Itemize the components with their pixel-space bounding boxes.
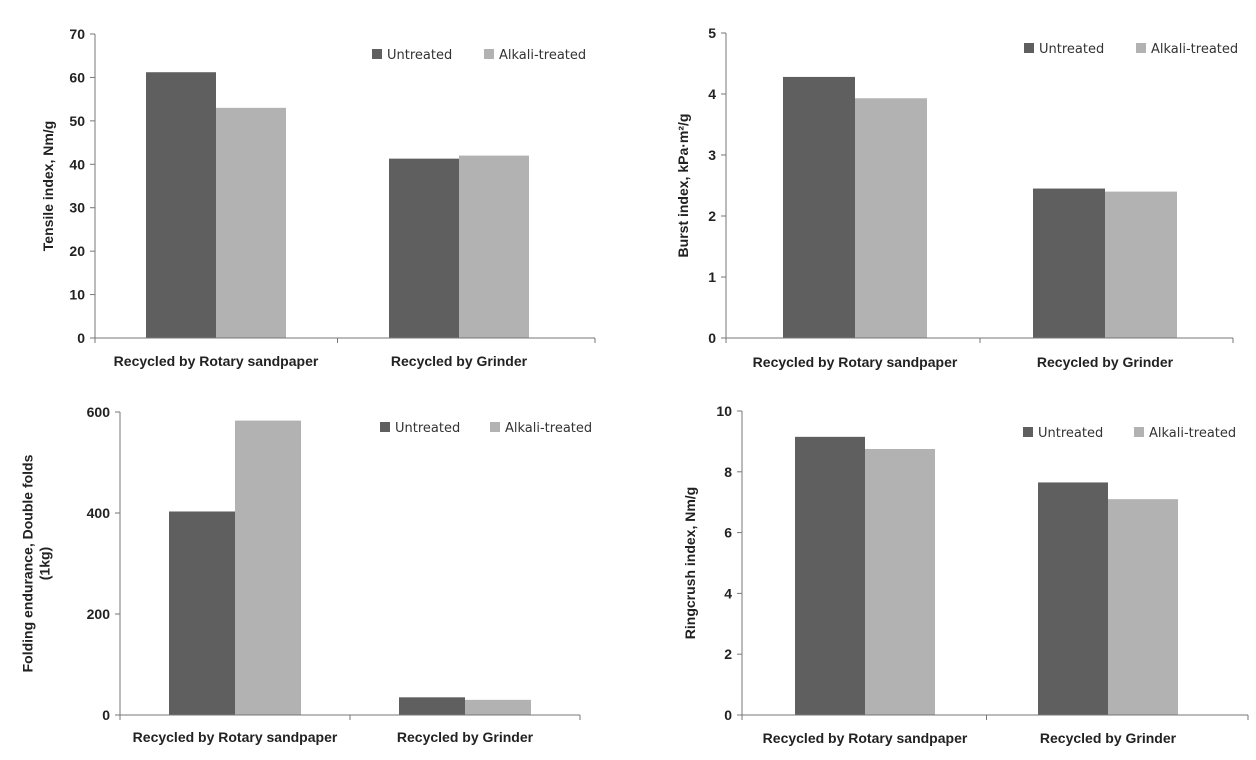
- y-axis-label: Burst index, kPa·m²/g: [675, 114, 691, 258]
- x-category-label: Recycled by Grinder: [391, 353, 528, 369]
- legend-label: Alkali-treated: [1151, 42, 1238, 57]
- folding-chart-svg: 0 200 400 600 Recycled by Rotary sandpaper Re…: [20, 404, 593, 745]
- y-axis-label: Ringcrush index, Nm/g: [682, 487, 698, 639]
- y-tick-label: 400: [87, 505, 111, 521]
- y-tick-label: 2: [724, 646, 732, 662]
- bar-alkali-treated-rotary-sandpaper: [855, 98, 927, 339]
- y-axis-label: Folding endurance, Double folds (1kg): [20, 454, 53, 672]
- legend-label: Alkali-treated: [1149, 426, 1236, 441]
- legend-swatch: [380, 422, 390, 432]
- y-tick-label: 5: [708, 25, 716, 41]
- y-axis-label-line: Burst index, kPa·m²/g: [675, 114, 691, 258]
- y-tick-label: 0: [708, 330, 716, 346]
- bar-alkali-treated-rotary-sandpaper: [235, 420, 301, 715]
- bar-untreated-grinder: [389, 158, 459, 338]
- ringcrush-index-chart: 0 2 4 6 8 10 Recycled by Rotary sandpaper Recyc…: [628, 380, 1256, 760]
- y-tick-label: 70: [69, 26, 85, 42]
- legend-swatch: [484, 49, 494, 59]
- legend-label: Untreated: [1038, 426, 1103, 441]
- legend-swatch: [1134, 427, 1144, 437]
- bar-alkali-treated-grinder: [459, 155, 529, 338]
- x-category-label: Recycled by Grinder: [1040, 730, 1177, 746]
- y-tick-label: 0: [77, 330, 85, 346]
- x-category-label: Recycled by Grinder: [397, 729, 534, 745]
- legend-swatch: [372, 49, 382, 59]
- legend-label: Alkali-treated: [499, 48, 586, 63]
- y-axis-label-line: Ringcrush index, Nm/g: [682, 487, 698, 639]
- y-tick-label: 600: [87, 404, 111, 420]
- y-tick-label: 4: [724, 585, 732, 601]
- legend-swatch: [1023, 427, 1033, 437]
- ringcrush-chart-svg: 0 2 4 6 8 10 Recycled by Rotary sandpaper Recyc…: [682, 403, 1249, 746]
- legend-swatch: [1024, 43, 1034, 53]
- y-axis-label: Tensile index, Nm/g: [40, 121, 56, 251]
- y-tick-label: 0: [102, 707, 110, 723]
- tensile-index-chart: 0 10 20 30 40 50 60 70 Recycled by Rotary sandpa…: [0, 0, 628, 380]
- y-tick-label: 2: [708, 208, 716, 224]
- y-tick-label: 40: [69, 156, 85, 172]
- y-tick-label: 10: [716, 403, 732, 419]
- legend-label: Untreated: [1039, 42, 1104, 57]
- bar-untreated-rotary-sandpaper: [783, 76, 855, 339]
- bar-untreated-grinder: [1033, 188, 1105, 338]
- y-tick-label: 10: [69, 287, 85, 303]
- bar-alkali-treated-rotary-sandpaper: [865, 449, 935, 715]
- x-category-label: Recycled by Rotary sandpaper: [133, 729, 338, 745]
- y-tick-label: 3: [708, 147, 716, 163]
- y-tick-label: 8: [724, 464, 732, 480]
- bar-untreated-grinder: [399, 697, 465, 715]
- y-axis-label-line: Folding endurance, Double folds: [20, 454, 36, 672]
- x-category-label: Recycled by Grinder: [1037, 354, 1174, 370]
- y-tick-label: 200: [87, 606, 111, 622]
- y-tick-label: 6: [724, 525, 732, 541]
- y-tick-label: 1: [708, 269, 716, 285]
- bar-untreated-rotary-sandpaper: [795, 436, 865, 715]
- bar-alkali-treated-grinder: [1105, 191, 1177, 338]
- folding-endurance-chart: 0 200 400 600 Recycled by Rotary sandpaper Re…: [0, 380, 628, 760]
- bar-alkali-treated-rotary-sandpaper: [216, 107, 286, 338]
- legend-swatch: [1136, 43, 1146, 53]
- bar-untreated-rotary-sandpaper: [169, 511, 235, 715]
- y-tick-label: 4: [708, 86, 716, 102]
- bar-alkali-treated-grinder: [1108, 499, 1178, 715]
- y-tick-label: 50: [69, 113, 85, 129]
- x-category-label: Recycled by Rotary sandpaper: [753, 354, 958, 370]
- y-axis-label-line: (1kg): [37, 547, 53, 580]
- legend-label: Alkali-treated: [505, 421, 592, 436]
- x-category-label: Recycled by Rotary sandpaper: [763, 730, 968, 746]
- x-category-label: Recycled by Rotary sandpaper: [114, 353, 319, 369]
- legend-label: Untreated: [395, 421, 460, 436]
- bar-alkali-treated-grinder: [465, 699, 531, 715]
- y-axis-label-line: Tensile index, Nm/g: [40, 121, 56, 251]
- tensile-chart-svg: 0 10 20 30 40 50 60 70 Recycled by Rotary sandpa…: [40, 26, 596, 369]
- bar-untreated-rotary-sandpaper: [146, 72, 216, 339]
- burst-chart-svg: 0 1 2 3 4 5 Recycled by Rotary sandpaper Recycl…: [675, 25, 1238, 370]
- legend-label: Untreated: [387, 48, 452, 63]
- y-tick-label: 30: [69, 200, 85, 216]
- burst-index-chart: 0 1 2 3 4 5 Recycled by Rotary sandpaper Recycl…: [628, 0, 1256, 380]
- legend-swatch: [490, 422, 500, 432]
- y-tick-label: 0: [724, 707, 732, 723]
- y-tick-label: 60: [69, 69, 85, 85]
- bar-untreated-grinder: [1038, 482, 1108, 715]
- y-tick-label: 20: [69, 243, 85, 259]
